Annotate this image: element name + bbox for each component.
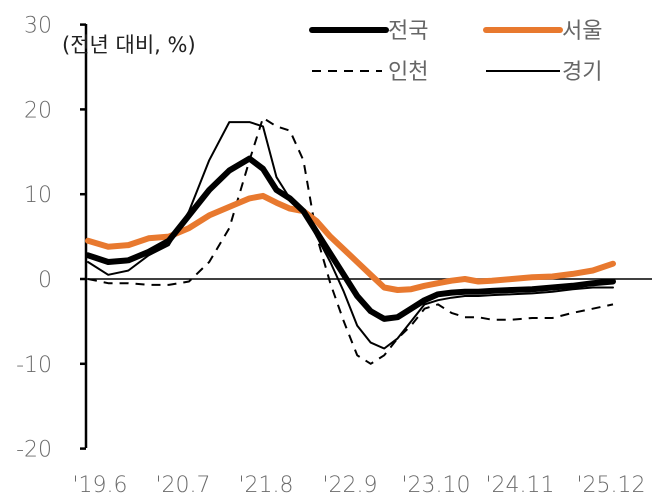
y-tick-label: -10 [16, 353, 52, 378]
y-tick-label: 0 [38, 268, 52, 293]
x-axis-labels: '19.6 '20.7 '21.8 '22.9 '23.10 '24.11 '25.12 [72, 473, 645, 498]
y-axis-ticks: 30 20 10 0 -10 -20 [16, 14, 86, 463]
series-lines [85, 116, 616, 365]
x-tick-label: '23.10 [401, 473, 470, 498]
legend-label: 서울 [562, 19, 602, 44]
legend-label: 인천 [388, 60, 428, 85]
legend-label: 전국 [388, 19, 428, 44]
y-tick-label: 10 [24, 183, 52, 208]
legend-item-gyeonggi: 경기 [486, 60, 602, 85]
x-tick-label: '22.9 [322, 473, 377, 498]
series-line-인천 [87, 116, 614, 365]
y-tick-label: -20 [16, 438, 52, 463]
series-line-전국 [85, 155, 616, 322]
x-tick-label: '24.11 [485, 473, 554, 498]
series-line-경기 [87, 121, 614, 350]
x-tick-label: '25.12 [576, 473, 645, 498]
legend: 전국 서울 인천 경기 [309, 19, 602, 85]
legend-label: 경기 [562, 60, 602, 85]
unit-label: (전년 대비, %) [62, 33, 196, 57]
legend-item-seoul: 서울 [483, 19, 602, 44]
legend-item-incheon: 인천 [312, 60, 428, 85]
legend-item-national: 전국 [309, 19, 428, 44]
x-tick-label: '20.7 [155, 473, 210, 498]
x-tick-label: '19.6 [72, 473, 127, 498]
y-tick-label: 20 [24, 98, 52, 123]
x-tick-label: '21.8 [238, 473, 293, 498]
y-tick-label: 30 [24, 14, 52, 39]
series-line-서울 [85, 192, 616, 293]
